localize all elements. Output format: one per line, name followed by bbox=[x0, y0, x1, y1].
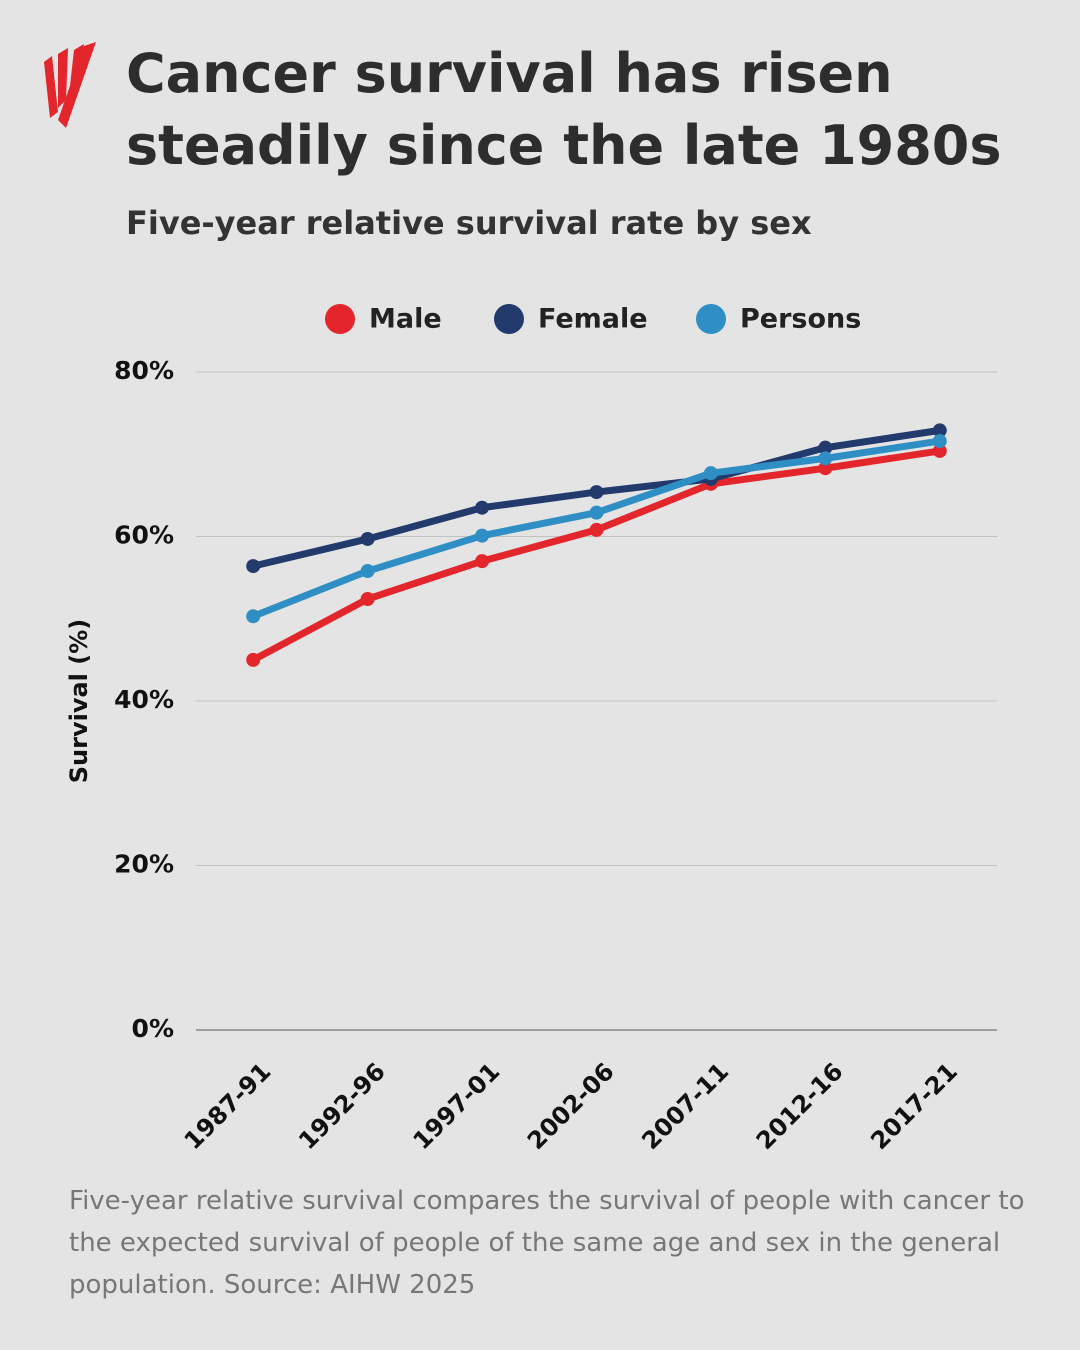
data-point bbox=[818, 461, 833, 476]
x-tick-label: 2002-06 bbox=[522, 1057, 620, 1155]
data-point bbox=[932, 443, 947, 458]
data-point bbox=[932, 434, 947, 449]
data-point bbox=[360, 564, 375, 579]
footnote: Five-year relative survival compares the… bbox=[69, 1186, 1025, 1300]
data-point bbox=[246, 559, 261, 574]
legend-swatch bbox=[494, 304, 524, 334]
data-point bbox=[246, 652, 261, 667]
data-point bbox=[932, 423, 947, 438]
data-point bbox=[475, 528, 490, 543]
legend-label: Female bbox=[538, 304, 648, 335]
x-tick-label: 1987-91 bbox=[179, 1057, 277, 1155]
logo bbox=[44, 42, 96, 128]
data-point bbox=[589, 485, 604, 500]
data-point bbox=[589, 522, 604, 537]
data-point bbox=[589, 505, 604, 520]
data-point bbox=[703, 466, 718, 481]
legend-label: Persons bbox=[740, 304, 861, 335]
series-line bbox=[249, 447, 944, 664]
x-tick-label: 2012-16 bbox=[751, 1057, 849, 1155]
y-tick-label: 0% bbox=[132, 1014, 174, 1043]
data-point bbox=[818, 440, 833, 455]
data-point bbox=[475, 500, 490, 515]
data-point bbox=[246, 609, 261, 624]
legend-label: Male bbox=[369, 304, 442, 335]
x-tick-label: 2007-11 bbox=[636, 1057, 734, 1155]
y-tick-label: 20% bbox=[114, 850, 174, 879]
legend-swatch bbox=[696, 304, 726, 334]
data-point bbox=[360, 531, 375, 546]
y-tick-label: 40% bbox=[114, 685, 174, 714]
x-tick-label: 2017-21 bbox=[865, 1057, 963, 1155]
data-point bbox=[475, 554, 490, 569]
data-point bbox=[360, 592, 375, 607]
y-axis-label: Survival (%) bbox=[65, 619, 93, 783]
y-tick-label: 60% bbox=[114, 521, 174, 550]
y-tick-label: 80% bbox=[114, 356, 174, 385]
legend-swatch bbox=[325, 304, 355, 334]
x-tick-label: 1997-01 bbox=[408, 1057, 506, 1155]
chart-subtitle: Five-year relative survival rate by sex bbox=[126, 204, 812, 242]
data-point bbox=[818, 451, 833, 466]
x-tick-label: 1992-96 bbox=[293, 1057, 391, 1155]
chart-title: Cancer survival has risen steadily since… bbox=[126, 42, 1002, 177]
